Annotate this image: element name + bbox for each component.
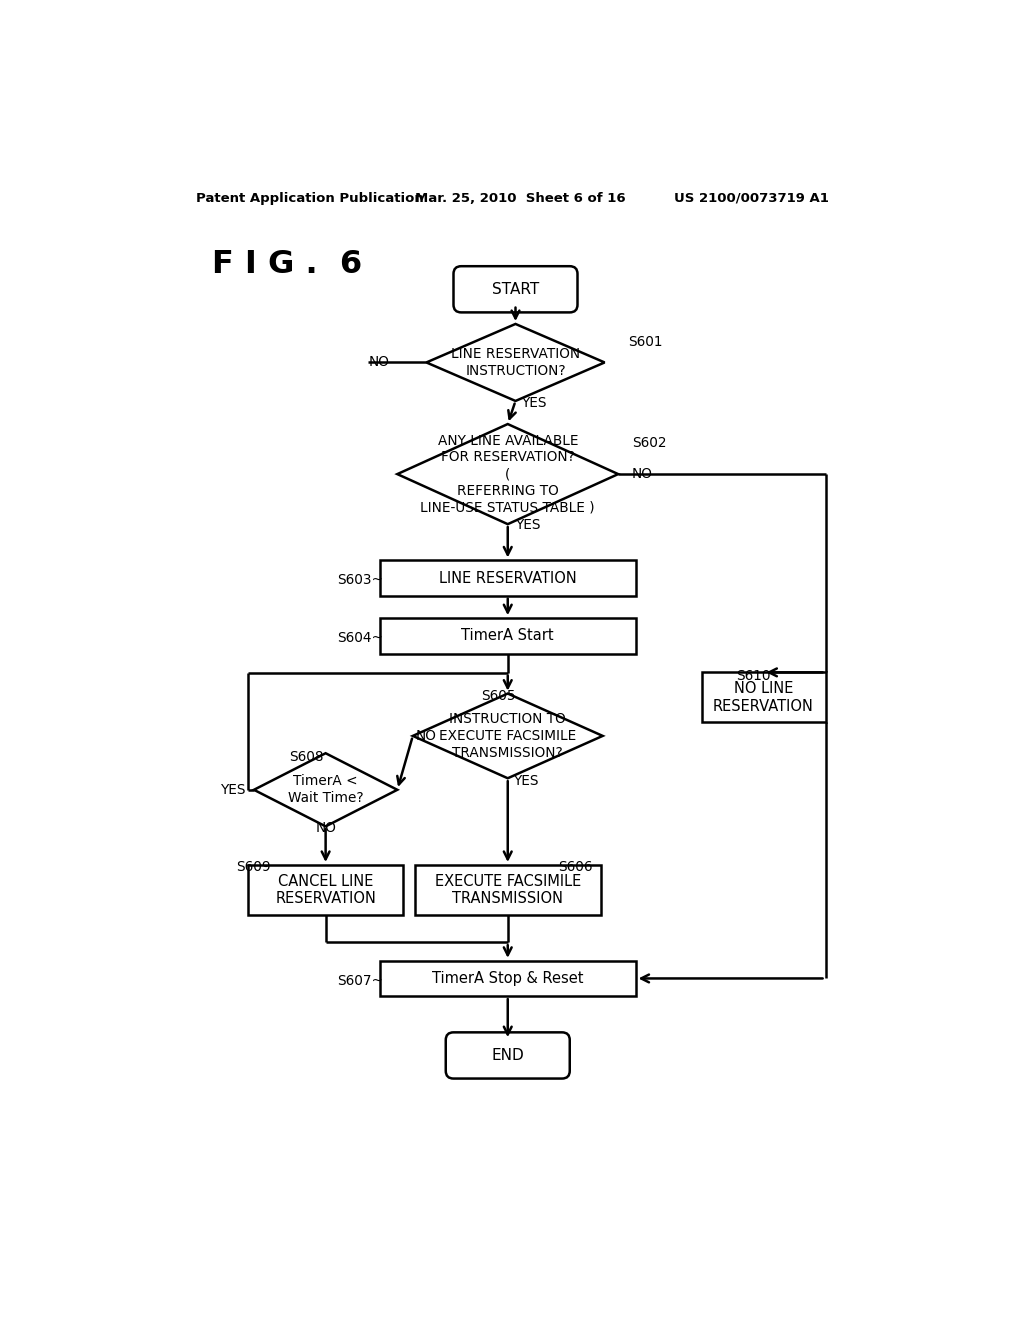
Text: S610: S610 (736, 669, 771, 682)
Polygon shape (426, 323, 604, 401)
Text: CANCEL LINE
RESERVATION: CANCEL LINE RESERVATION (275, 874, 376, 906)
Text: INSTRUCTION TO
EXECUTE FACSIMILE
TRANSMISSION?: INSTRUCTION TO EXECUTE FACSIMILE TRANSMI… (439, 713, 577, 759)
Text: F I G .  6: F I G . 6 (212, 249, 361, 280)
Text: EXECUTE FACSIMILE
TRANSMISSION: EXECUTE FACSIMILE TRANSMISSION (434, 874, 581, 906)
Polygon shape (254, 754, 397, 826)
Text: NO LINE
RESERVATION: NO LINE RESERVATION (713, 681, 814, 714)
Text: ANY LINE AVAILABLE
FOR RESERVATION?
(
REFERRING TO
LINE-USE STATUS TABLE ): ANY LINE AVAILABLE FOR RESERVATION? ( RE… (421, 433, 595, 515)
Text: LINE RESERVATION
INSTRUCTION?: LINE RESERVATION INSTRUCTION? (451, 347, 580, 378)
Text: YES: YES (515, 517, 541, 532)
Text: TimerA <
Wait Time?: TimerA < Wait Time? (288, 775, 364, 805)
Text: NO: NO (315, 821, 336, 836)
Text: YES: YES (513, 774, 539, 788)
Text: YES: YES (220, 783, 246, 797)
Text: YES: YES (521, 396, 547, 411)
Text: S609: S609 (237, 859, 271, 874)
Bar (380, 560, 636, 595)
Text: Mar. 25, 2010  Sheet 6 of 16: Mar. 25, 2010 Sheet 6 of 16 (415, 191, 626, 205)
Text: US 2100/0073719 A1: US 2100/0073719 A1 (675, 191, 829, 205)
Text: END: END (492, 1048, 524, 1063)
Text: NO: NO (416, 729, 437, 743)
Text: S605: S605 (480, 689, 515, 702)
Text: Patent Application Publication: Patent Application Publication (197, 191, 424, 205)
Text: S601: S601 (628, 335, 663, 348)
Text: S602: S602 (632, 437, 667, 450)
Bar (380, 961, 636, 997)
Text: TimerA Start: TimerA Start (462, 628, 554, 643)
Text: S606: S606 (558, 859, 593, 874)
Text: START: START (492, 281, 539, 297)
Text: S607~: S607~ (337, 974, 383, 987)
Text: LINE RESERVATION: LINE RESERVATION (439, 570, 577, 586)
Text: NO: NO (369, 355, 390, 370)
Bar (415, 865, 601, 915)
FancyBboxPatch shape (445, 1032, 569, 1078)
Text: NO: NO (632, 467, 652, 480)
Polygon shape (397, 424, 618, 524)
Text: TimerA Stop & Reset: TimerA Stop & Reset (432, 972, 584, 986)
Bar (248, 865, 403, 915)
Bar (701, 672, 825, 722)
Polygon shape (413, 693, 603, 779)
Text: S603~: S603~ (337, 573, 383, 587)
Text: S604~: S604~ (337, 631, 383, 645)
Bar (380, 618, 636, 653)
Text: S608: S608 (289, 751, 324, 764)
FancyBboxPatch shape (454, 267, 578, 313)
